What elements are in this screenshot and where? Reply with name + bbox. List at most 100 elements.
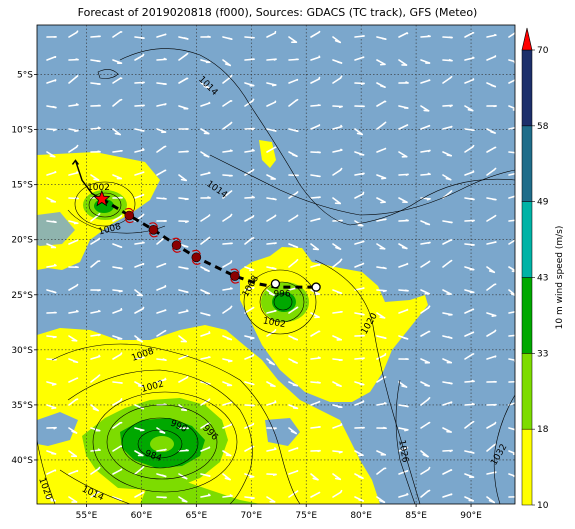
wind-barb bbox=[46, 105, 57, 109]
wind-barb bbox=[178, 449, 189, 452]
wind-barb bbox=[486, 329, 497, 337]
map-frame bbox=[36, 24, 516, 505]
wind-barb bbox=[222, 358, 233, 363]
wind-barb bbox=[376, 243, 386, 250]
wind-barb bbox=[310, 196, 321, 199]
wind-barb bbox=[112, 77, 123, 84]
wind-barb bbox=[244, 98, 255, 107]
wind-barb bbox=[244, 404, 255, 407]
wind-barb bbox=[200, 236, 211, 245]
wind-barb bbox=[46, 450, 57, 455]
colorbar-title: 10 m wind speed (m/s) bbox=[555, 226, 565, 330]
wind-barb bbox=[68, 496, 78, 503]
wind-barb bbox=[46, 381, 57, 386]
wind-barb bbox=[376, 59, 386, 66]
wind-barb bbox=[156, 358, 167, 361]
wind-barb bbox=[112, 59, 123, 64]
wind-barb bbox=[200, 35, 211, 38]
wind-barb bbox=[376, 218, 387, 222]
wind-barb bbox=[442, 312, 453, 316]
wind-barb bbox=[244, 335, 255, 340]
wind-barb bbox=[90, 260, 101, 268]
wind-barb bbox=[156, 496, 167, 499]
map-title: Forecast of 2019020818 (f000), Sources: … bbox=[77, 6, 478, 19]
wind-barb bbox=[178, 220, 189, 224]
wind-barb bbox=[156, 448, 167, 452]
wind-barb bbox=[354, 172, 365, 176]
wind-barb bbox=[134, 356, 145, 360]
wind-barb bbox=[310, 243, 319, 251]
wind-barb bbox=[420, 260, 431, 268]
wind-barb bbox=[464, 496, 474, 502]
wind-barb bbox=[46, 404, 57, 410]
wind-barb bbox=[68, 309, 79, 314]
wind-barb bbox=[508, 59, 515, 64]
wind-barb bbox=[222, 190, 233, 199]
wind-barb bbox=[200, 101, 211, 107]
wind-barb bbox=[266, 289, 276, 297]
wind-barb bbox=[464, 56, 475, 61]
wind-barb bbox=[332, 381, 342, 387]
wind-barb bbox=[398, 124, 409, 130]
wind-barb bbox=[46, 289, 57, 294]
wind-barb bbox=[398, 32, 409, 38]
colorbar-tick-label: 43 bbox=[537, 274, 548, 284]
wind-barb bbox=[508, 380, 515, 383]
wind-barb bbox=[508, 334, 515, 337]
wind-barb bbox=[288, 243, 299, 249]
wind-barb bbox=[222, 174, 233, 177]
colorbar-segment bbox=[521, 428, 533, 506]
wind-barb bbox=[464, 353, 475, 360]
wind-barb bbox=[420, 381, 430, 387]
wind-barb bbox=[266, 214, 277, 222]
wind-barb bbox=[266, 358, 275, 366]
wind-barb bbox=[200, 473, 211, 477]
wind-barb bbox=[508, 358, 515, 363]
wind-barb bbox=[486, 55, 497, 61]
wind-barb bbox=[68, 220, 79, 225]
wind-barb bbox=[332, 310, 343, 314]
wind-barb bbox=[310, 289, 320, 296]
wind-barb bbox=[354, 473, 364, 480]
wind-barb bbox=[398, 81, 409, 84]
wind-barb bbox=[310, 174, 321, 178]
wind-barb bbox=[156, 57, 167, 61]
wind-barb bbox=[134, 104, 145, 107]
colorbar-segment bbox=[521, 277, 533, 354]
wind-barb bbox=[222, 260, 233, 268]
wind-barb bbox=[398, 446, 409, 452]
wind-barb bbox=[376, 147, 387, 153]
wind-barb bbox=[222, 100, 233, 107]
wind-barb bbox=[112, 308, 123, 314]
wind-barb bbox=[200, 493, 211, 498]
wind-barb bbox=[200, 289, 211, 295]
wind-barb bbox=[310, 426, 321, 429]
wind-barb bbox=[266, 100, 277, 107]
wind-barb bbox=[156, 103, 167, 107]
wind-barb bbox=[46, 469, 57, 475]
wind-barb bbox=[112, 468, 123, 475]
wind-barb bbox=[266, 128, 277, 132]
wind-barb bbox=[508, 79, 515, 84]
svg-text:1002: 1002 bbox=[87, 183, 110, 193]
wind-barb bbox=[200, 128, 210, 135]
wind-barb bbox=[464, 105, 474, 112]
wind-barb bbox=[310, 217, 321, 222]
wind-barb bbox=[134, 450, 144, 457]
wind-barb bbox=[310, 76, 321, 84]
wind-barb bbox=[68, 358, 79, 364]
wind-barb bbox=[376, 450, 386, 456]
wind-barb bbox=[332, 258, 343, 268]
wind-barb bbox=[46, 170, 57, 176]
wind-barb bbox=[332, 148, 343, 153]
wind-barb bbox=[112, 128, 121, 136]
wind-barb bbox=[332, 289, 343, 295]
wind-barb bbox=[68, 377, 79, 383]
wind-barb bbox=[266, 381, 276, 388]
wind-barb bbox=[420, 289, 430, 295]
wind-barb bbox=[486, 167, 497, 176]
wind-barb bbox=[442, 493, 453, 498]
wind-barb bbox=[420, 450, 429, 458]
wind-barb bbox=[112, 496, 123, 501]
wind-barb bbox=[244, 381, 255, 386]
